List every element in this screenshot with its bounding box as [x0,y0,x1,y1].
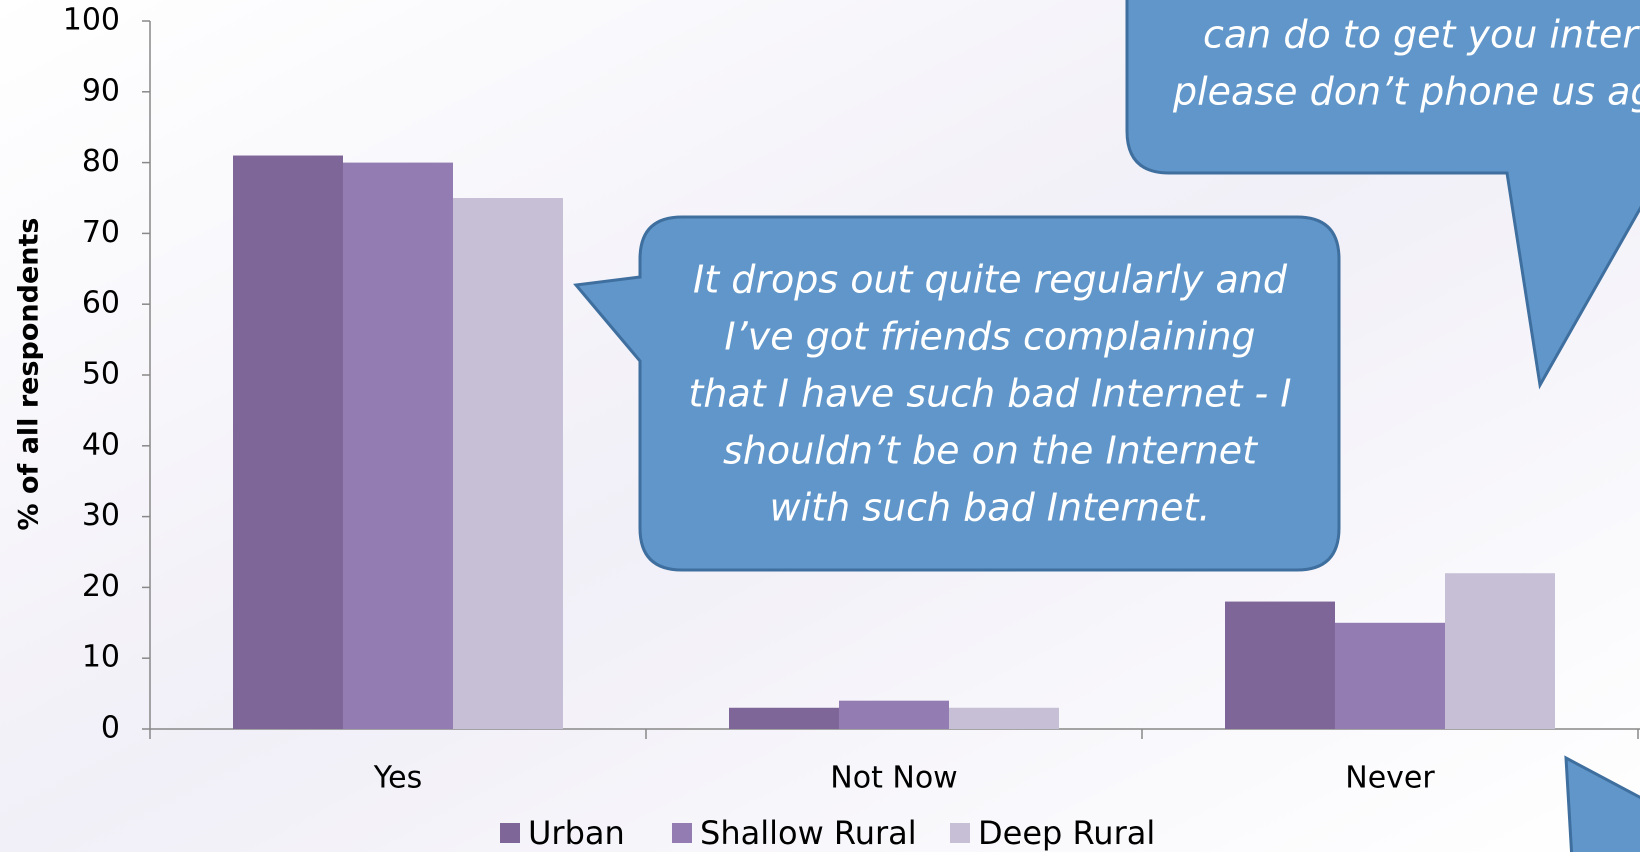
bar [233,155,343,729]
bar [839,700,949,729]
legend-label: Shallow Rural [700,814,917,852]
callout-bubble [573,215,1341,572]
x-tick-label: Yes [373,761,422,796]
callout-bubble [1125,0,1640,390]
callout-text: with such bad Internet. [770,486,1211,530]
y-tick-label: 70 [82,215,120,250]
callout-text: It drops out quite regularly and [693,258,1288,302]
y-axis-label: % of all respondents [14,218,45,531]
callout-text: please don’t phone us ag [1172,70,1640,114]
legend-swatch [950,823,970,843]
y-tick-label: 60 [82,286,120,321]
legend-swatch [672,823,692,843]
legend-swatch [500,823,520,843]
y-tick-label: 50 [82,357,120,392]
y-tick-label: 0 [101,711,120,746]
y-tick-label: 10 [82,640,120,675]
x-tick-label: Never [1345,761,1435,796]
y-tick-label: 90 [82,73,120,108]
callout-text: I’ve got friends complaining [724,315,1255,359]
callout-bubble [1564,755,1640,852]
bar [949,707,1059,729]
callout-text: that I have such bad Internet - I [688,372,1291,416]
legend-label: Deep Rural [978,814,1155,852]
callout-text: shouldn’t be on the Internet [723,429,1259,473]
bar [1225,601,1335,729]
legend-label: Urban [528,814,625,852]
bar [343,162,453,730]
bar [1445,573,1555,729]
y-tick-label: 100 [63,3,120,38]
y-tick-label: 80 [82,144,120,179]
y-tick-label: 40 [82,427,120,462]
y-tick-label: 20 [82,569,120,604]
bar [453,198,563,729]
bar [729,707,839,729]
callout-text: can do to get you inter [1203,13,1640,57]
y-tick-label: 30 [82,498,120,533]
x-tick-label: Not Now [830,761,957,796]
bar [1335,622,1445,729]
